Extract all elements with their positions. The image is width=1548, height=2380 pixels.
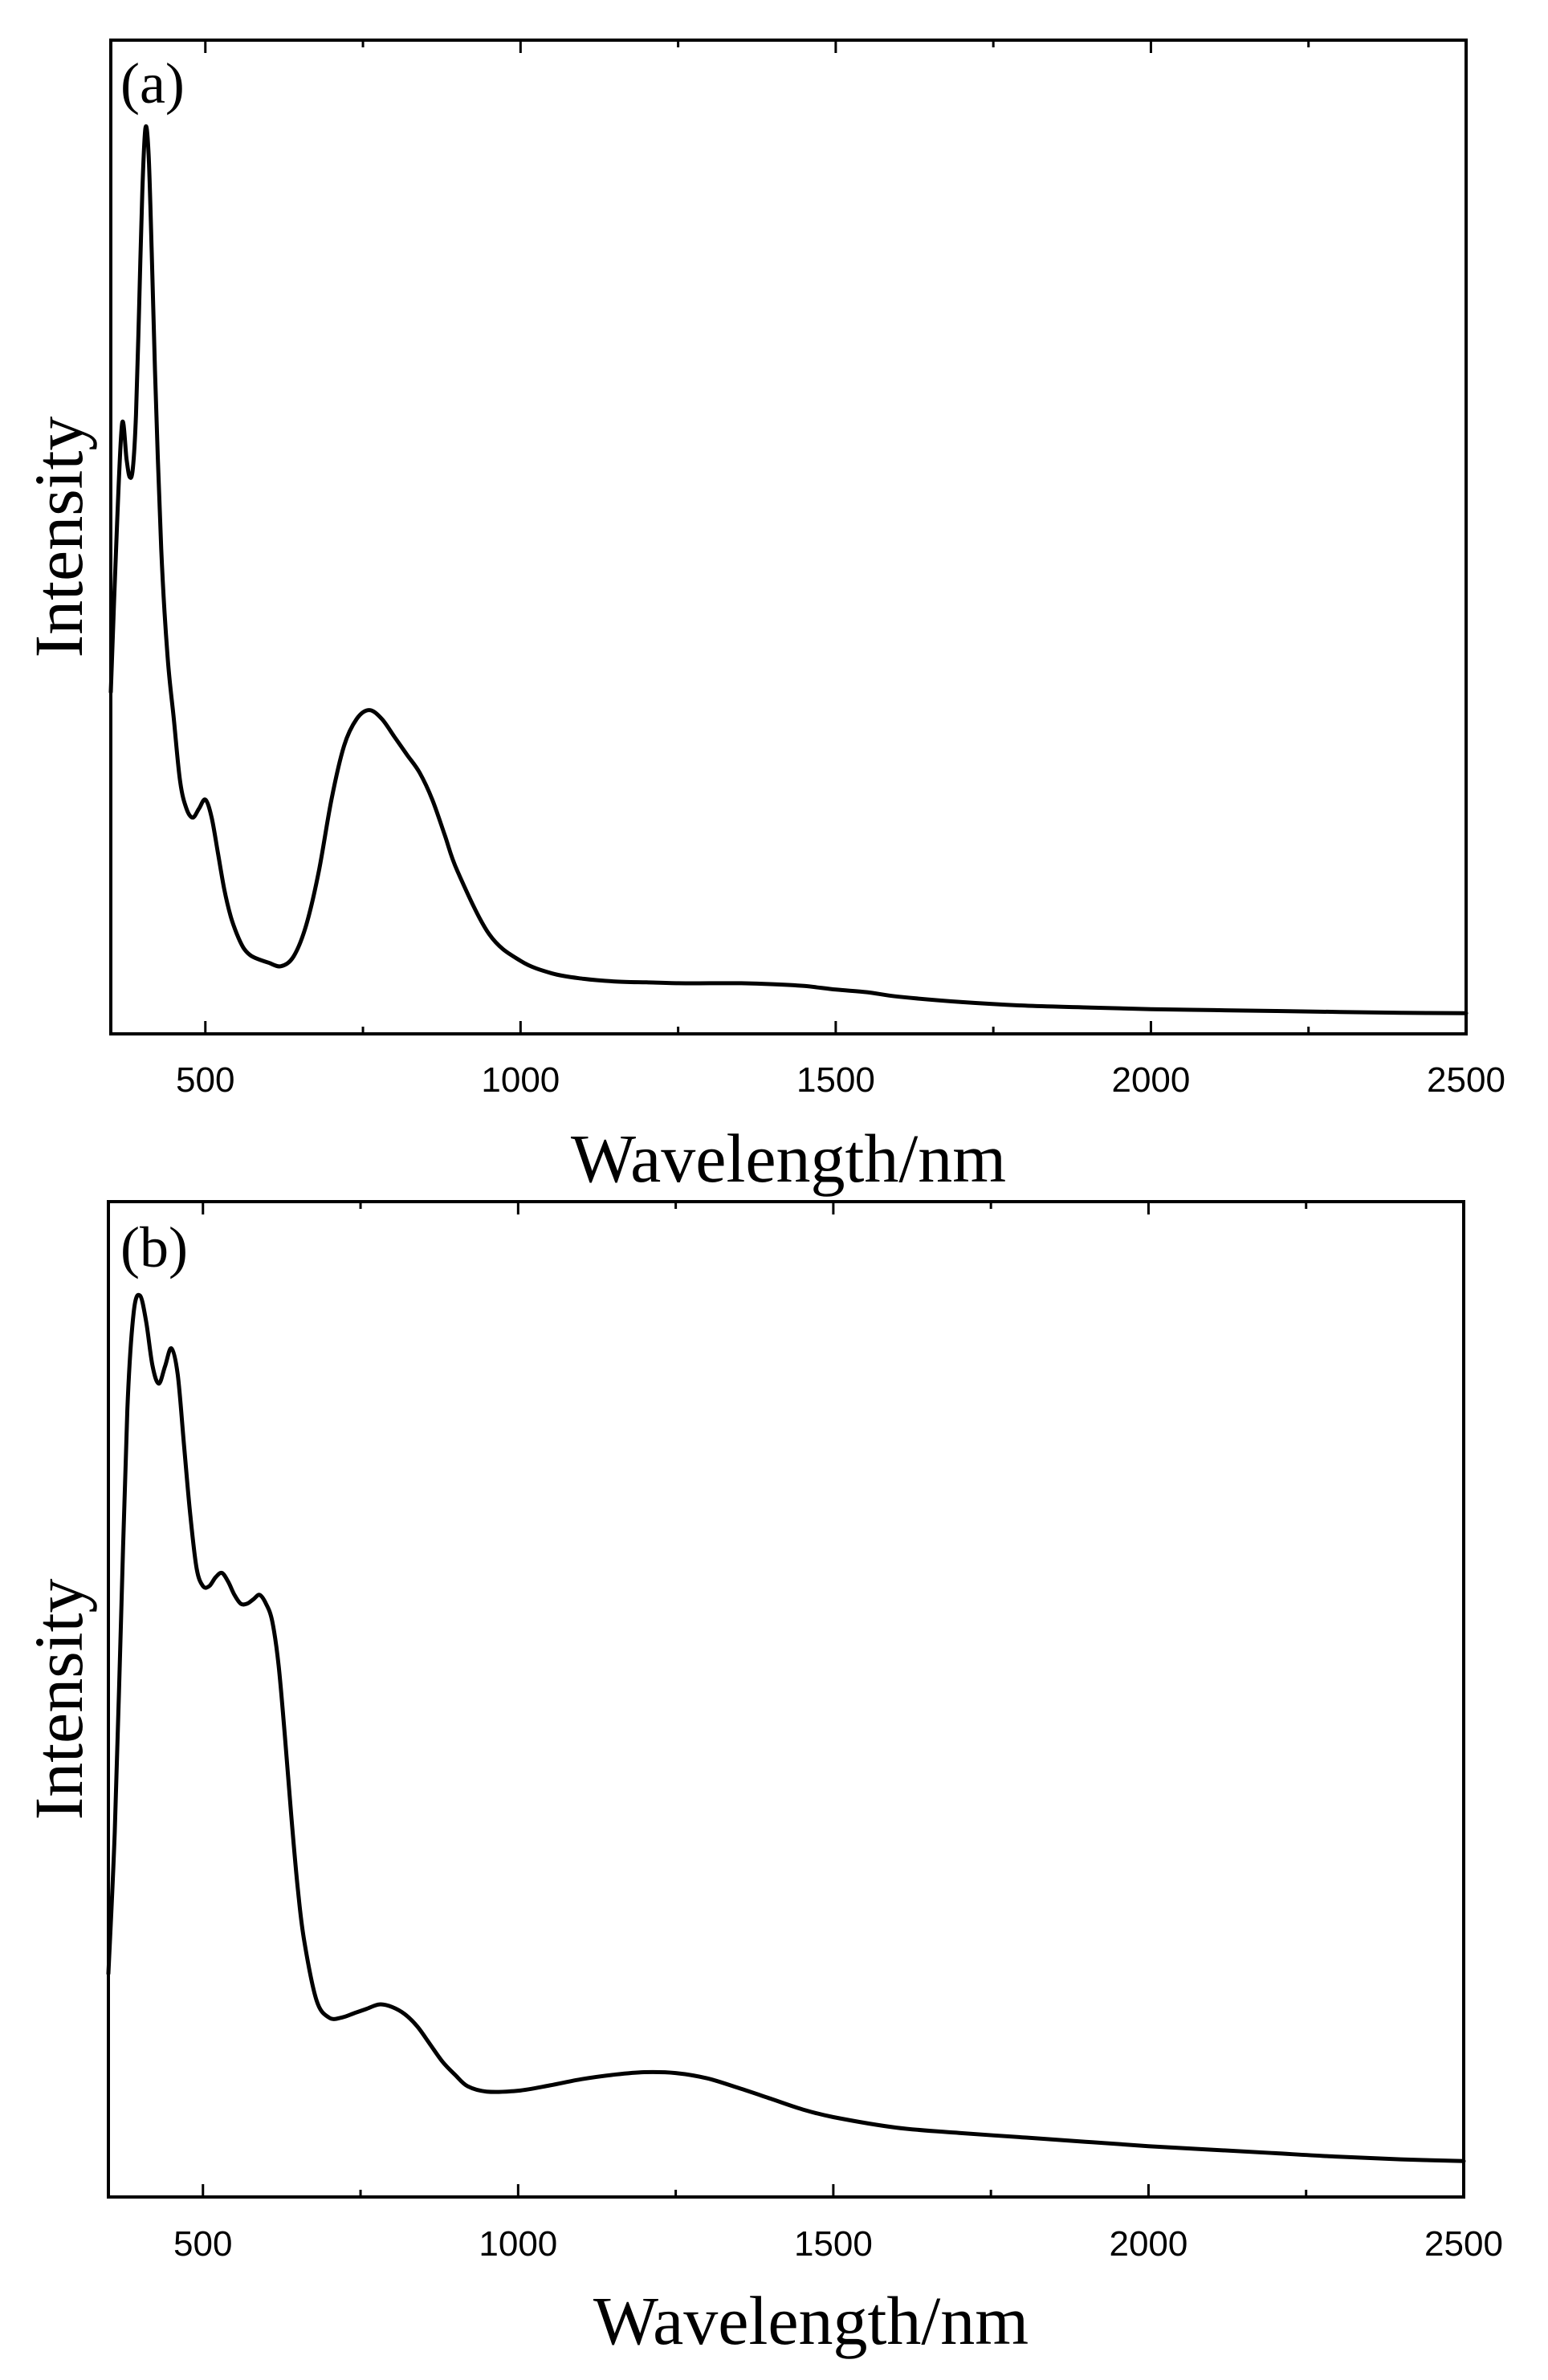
panel-a: (a) 500 1000 1500 2000 2500 Wavelength/nm In…: [20, 39, 1505, 1197]
plot-frame-a: [109, 39, 1468, 1035]
x-axis-tick-labels-a: 500 1000 1500 2000 2500: [176, 1060, 1505, 1100]
x-tick-label-b-1: 1000: [479, 2224, 557, 2264]
plot-frame-b: [107, 1200, 1465, 2199]
panel-label-a: (a): [120, 51, 185, 116]
panel-label-b: (b): [120, 1215, 188, 1280]
x-tick-label-b-4: 2500: [1424, 2224, 1503, 2264]
series-line-a: [108, 124, 1469, 1015]
x-axis-ticks-a: [204, 40, 1468, 1034]
x-tick-label-a-2: 1500: [796, 1060, 875, 1100]
x-tick-label-a-0: 500: [176, 1060, 234, 1100]
series-line-b: [106, 1292, 1466, 2163]
x-axis-title-a: Wavelength/nm: [571, 1120, 1006, 1197]
x-tick-label-a-1: 1000: [481, 1060, 560, 1100]
panel-b: (b) 500 1000 1500 2000 2500 Wavelength/nm In…: [20, 1200, 1503, 2359]
x-tick-label-a-3: 2000: [1111, 1060, 1190, 1100]
x-tick-label-b-2: 1500: [794, 2224, 873, 2264]
x-axis-ticks-b: [202, 1202, 1465, 2197]
x-tick-label-b-0: 500: [173, 2224, 232, 2264]
y-axis-title-a: Intensity: [20, 417, 97, 658]
x-axis-tick-labels-b: 500 1000 1500 2000 2500: [173, 2224, 1503, 2264]
x-axis-title-b: Wavelength/nm: [593, 2282, 1029, 2359]
y-axis-title-b: Intensity: [20, 1579, 97, 1821]
x-tick-label-a-4: 2500: [1427, 1060, 1505, 1100]
x-tick-label-b-3: 2000: [1109, 2224, 1187, 2264]
